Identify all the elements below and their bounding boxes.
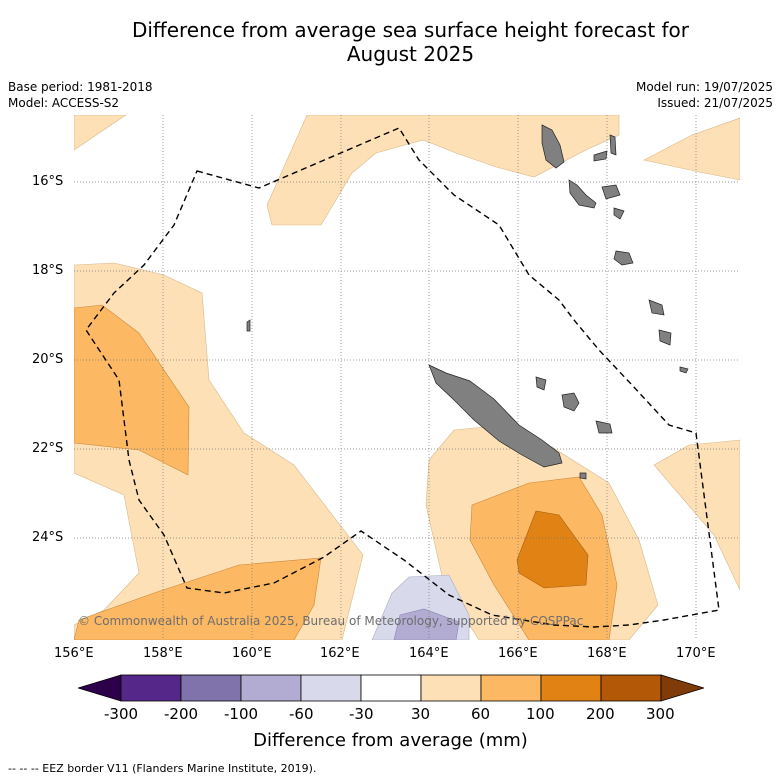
island-vanuatu <box>568 179 597 209</box>
lon-label: 156°E <box>54 646 94 661</box>
island-vanuatu <box>601 184 621 200</box>
anomaly-region-30-60 <box>653 439 740 591</box>
anomaly-region-60-100 <box>74 304 190 476</box>
colorbar-swatch <box>300 674 362 702</box>
issued-date: Issued: 21/07/2025 <box>657 96 773 110</box>
anomaly-region-100-200 <box>516 510 589 589</box>
lat-label: 18°S <box>32 263 64 278</box>
island-small <box>579 472 587 480</box>
meta-right: Model run: 19/07/2025 Issued: 21/07/2025 <box>636 79 773 111</box>
colorbar-tick-label: -200 <box>164 705 199 723</box>
colorbar <box>78 674 704 702</box>
island-hunter <box>658 329 672 346</box>
island-vanuatu <box>613 250 634 266</box>
lon-label: 160°E <box>232 646 272 661</box>
lat-label: 24°S <box>32 530 64 545</box>
lat-label: 22°S <box>32 441 64 456</box>
lon-label: 166°E <box>498 646 538 661</box>
lon-label: 170°E <box>676 646 716 661</box>
title-line-1: Difference from average sea surface heig… <box>131 18 690 42</box>
colorbar-tick-label: -60 <box>289 705 314 723</box>
colorbar-extend-low <box>78 674 122 702</box>
colorbar-tick-label: 300 <box>646 705 675 723</box>
anomaly-region-30-60 <box>643 117 740 181</box>
colorbar-tick-label: -30 <box>349 705 374 723</box>
colorbar-tick-label: 200 <box>586 705 615 723</box>
colorbar-swatch <box>120 674 182 702</box>
colorbar-swatch <box>240 674 302 702</box>
title-line-2: August 2025 <box>346 42 475 66</box>
island-small <box>535 376 547 391</box>
gridlines <box>74 115 740 640</box>
anomaly-region-30-60 <box>266 115 620 226</box>
colorbar-swatch <box>180 674 242 702</box>
lon-label: 168°E <box>587 646 627 661</box>
island-espiritu-santo <box>541 124 565 169</box>
model-run: Model run: 19/07/2025 <box>635 80 773 94</box>
colorbar-swatch <box>360 674 422 702</box>
lon-label: 158°E <box>143 646 183 661</box>
lon-label: 162°E <box>320 646 360 661</box>
colorbar-swatch <box>600 674 662 702</box>
forecast-map <box>74 115 740 640</box>
island-new-caledonia <box>428 364 563 468</box>
island-vanuatu <box>609 134 617 156</box>
eez-border <box>85 127 720 628</box>
anomaly-region-30-60 <box>74 115 127 151</box>
colorbar-swatch <box>540 674 602 702</box>
model-name: Model: ACCESS-S2 <box>8 96 120 110</box>
lat-label: 20°S <box>32 352 64 367</box>
lat-label: 16°S <box>32 174 64 189</box>
colorbar-tick-label: 60 <box>471 705 491 723</box>
island-vanuatu <box>613 207 625 220</box>
colorbar-tick-label: 30 <box>411 705 431 723</box>
island-small <box>679 366 689 374</box>
island-loyalty <box>595 420 613 434</box>
island-small <box>246 319 251 332</box>
chart-title: Difference from average sea surface heig… <box>0 18 781 66</box>
island-vanuatu <box>593 150 608 162</box>
base-period: Base period: 1981-2018 <box>8 80 153 94</box>
colorbar-tick-label: -300 <box>104 705 139 723</box>
colorbar-title: Difference from average (mm) <box>253 730 528 751</box>
colorbar-extend-high <box>660 674 704 702</box>
lon-label: 164°E <box>409 646 449 661</box>
anomaly-region-neg-60-100 <box>393 608 460 640</box>
island-matthew <box>648 299 665 316</box>
colorbar-swatch <box>420 674 482 702</box>
footer-note: -- -- -- EEZ border V11 (Flanders Marine… <box>8 762 317 775</box>
colorbar-swatch <box>480 674 542 702</box>
anomaly-region-60-100 <box>74 557 322 640</box>
copyright-text: © Commonwealth of Australia 2025, Bureau… <box>78 614 584 628</box>
meta-left: Base period: 1981-2018 Model: ACCESS-S2 <box>8 79 153 111</box>
colorbar-tick-label: -100 <box>224 705 259 723</box>
island-loyalty <box>561 392 580 412</box>
colorbar-tick-label: 100 <box>526 705 555 723</box>
